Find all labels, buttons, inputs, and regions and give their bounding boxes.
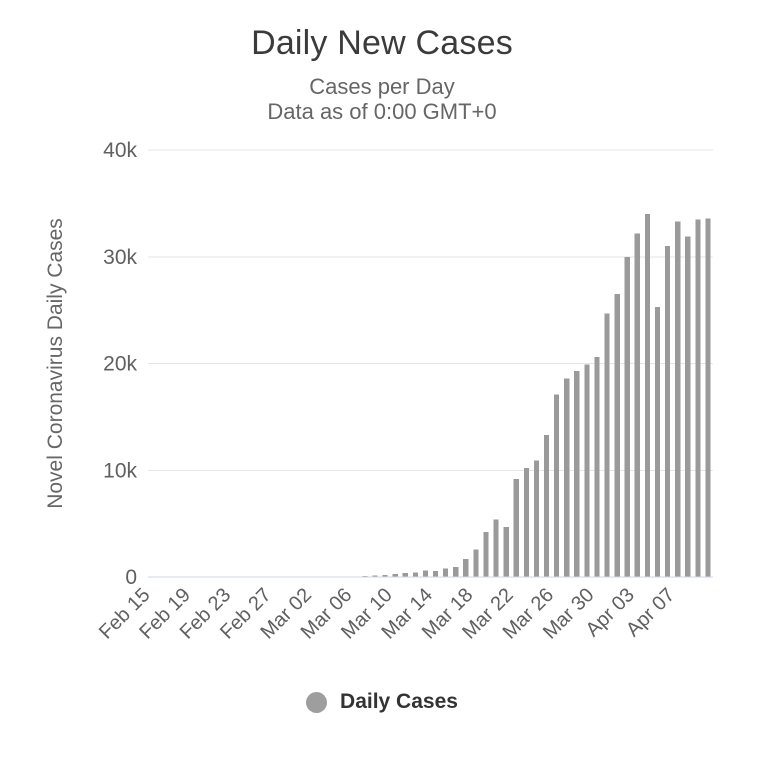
- bar-apr-06[interactable]: [665, 246, 671, 577]
- bar-mar-15[interactable]: [443, 568, 449, 577]
- bar-apr-05[interactable]: [654, 306, 661, 577]
- bar-mar-26[interactable]: [554, 394, 560, 577]
- y-axis-tick-label: 40k: [103, 139, 137, 162]
- bar-mar-08[interactable]: [372, 575, 378, 577]
- bar-mar-19[interactable]: [483, 532, 489, 577]
- bar-apr-07[interactable]: [675, 221, 681, 577]
- bar-apr-02[interactable]: [624, 256, 630, 577]
- y-axis-tick-label: 20k: [103, 353, 137, 376]
- y-axis-title: Novel Coronavirus Daily Cases: [44, 218, 67, 509]
- bar-apr-04[interactable]: [644, 214, 651, 578]
- bar-mar-13[interactable]: [422, 570, 429, 577]
- bar-mar-12[interactable]: [412, 572, 418, 577]
- bar-mar-14[interactable]: [432, 571, 439, 577]
- bar-mar-30[interactable]: [594, 357, 600, 578]
- legend-marker-circle: [306, 691, 328, 713]
- bar-mar-20[interactable]: [493, 519, 499, 578]
- bar-apr-03[interactable]: [634, 233, 640, 577]
- bar-mar-21[interactable]: [503, 526, 509, 577]
- legend-label: Daily Cases: [340, 690, 458, 713]
- y-axis-tick-label: 0: [125, 566, 137, 589]
- chart-subtitle-line2: Data as of 0:00 GMT+0: [267, 99, 497, 124]
- bar-mar-07[interactable]: [362, 575, 368, 577]
- bar-mar-18[interactable]: [473, 549, 479, 578]
- bar-mar-29[interactable]: [584, 364, 590, 577]
- bar-mar-28[interactable]: [574, 370, 580, 577]
- bar-mar-22[interactable]: [513, 478, 519, 577]
- bar-mar-25[interactable]: [543, 435, 550, 577]
- y-axis-tick-label: 10k: [103, 459, 137, 482]
- bar-apr-01[interactable]: [614, 294, 620, 577]
- bar-mar-16[interactable]: [453, 566, 459, 577]
- chart-subtitle-line1: Cases per Day: [309, 74, 455, 99]
- chart-title: Daily New Cases: [251, 24, 513, 62]
- bar-mar-24[interactable]: [533, 460, 540, 577]
- bar-mar-09[interactable]: [382, 575, 388, 577]
- bar-apr-09[interactable]: [695, 219, 701, 577]
- bar-mar-10[interactable]: [392, 573, 398, 577]
- y-axis-tick-label: 30k: [103, 246, 137, 269]
- bar-mar-11[interactable]: [402, 573, 408, 577]
- bar-apr-10[interactable]: [705, 218, 711, 577]
- bar-mar-31[interactable]: [604, 313, 610, 577]
- bar-mar-17[interactable]: [463, 558, 469, 577]
- chart-subtitle: Cases per Day Data as of 0:00 GMT+0: [0, 74, 764, 124]
- legend-item-daily-cases[interactable]: Daily Cases: [0, 690, 764, 714]
- bar-mar-27[interactable]: [564, 378, 570, 577]
- bar-apr-08[interactable]: [685, 236, 691, 577]
- bar-mar-23[interactable]: [523, 468, 529, 578]
